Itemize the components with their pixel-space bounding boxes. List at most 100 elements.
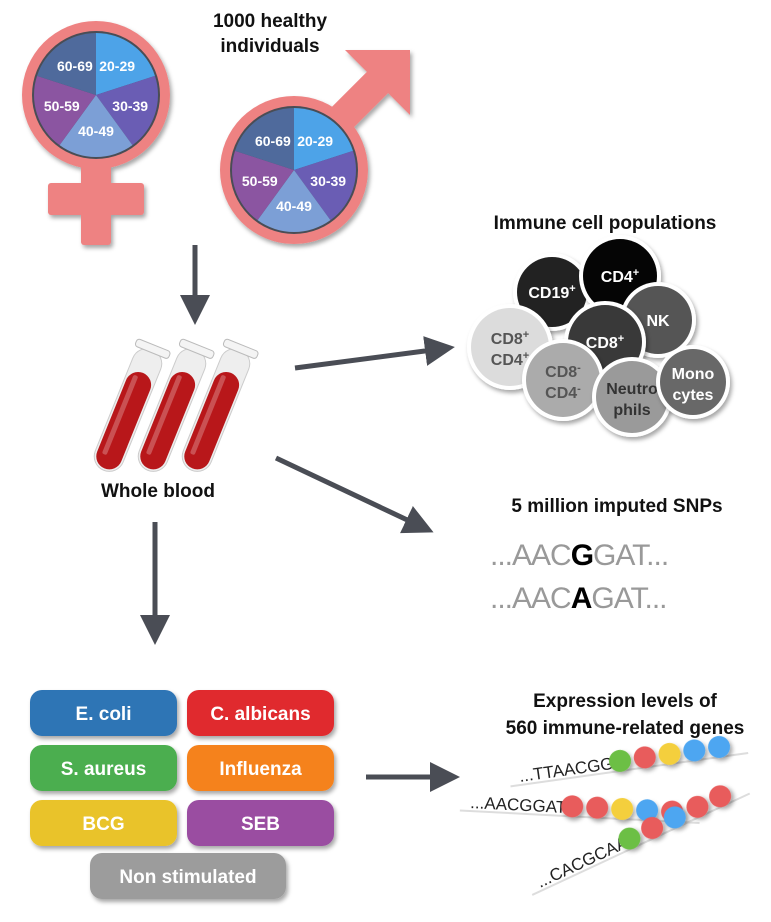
pie-slice-20-29 (96, 33, 155, 95)
pie-slice-30-39 (96, 75, 158, 146)
gene-sequence: ...TTAACGG (518, 754, 615, 786)
pie-slice-60-69 (235, 108, 294, 170)
expression-dot (683, 739, 706, 762)
stimulus-seb: SEB (187, 800, 334, 846)
svg-text:NK: NK (646, 313, 670, 330)
svg-text:CD8-: CD8- (545, 362, 581, 381)
gene-row: ...CACGCAA (531, 785, 751, 896)
stimulus-c-albicans: C. albicans (187, 690, 334, 736)
stimulus-e-coli: E. coli (30, 690, 177, 736)
cell-label: CD4 (491, 352, 523, 369)
cell-label-sup: + (523, 329, 529, 341)
snp1-variant: G (571, 539, 593, 572)
cell-label-sup: + (633, 267, 639, 279)
snp2-prefix: ...AAC (490, 582, 571, 615)
cell-label-sup: - (577, 362, 581, 374)
age-label: 30-39 (112, 98, 148, 114)
svg-text:Mono: Mono (672, 366, 715, 383)
male-age-pie: 20-29 30-39 40-49 50-59 60-69 (230, 106, 358, 234)
expression-dot (663, 806, 686, 829)
flow-arrows (140, 245, 460, 792)
age-label: 50-59 (242, 173, 278, 189)
snp-sequence-1: ...AACGGAT... (490, 539, 669, 572)
snp1-prefix: ...AAC (490, 539, 571, 572)
cell-label-sup: + (523, 350, 529, 362)
blood-tube (137, 338, 215, 472)
snp2-variant: A (571, 582, 592, 615)
age-label: 20-29 (99, 58, 135, 74)
cell-label: cytes (673, 387, 714, 404)
gene-expression-rows: ...TTAACGG ...AACGGAT ...CACGCAA (459, 735, 751, 896)
expression-dot (708, 735, 731, 758)
pie-slice-30-39 (294, 150, 357, 221)
svg-text:CD8+: CD8+ (491, 329, 529, 348)
cell-label: Neutro (606, 381, 658, 398)
expression-dot (561, 795, 584, 818)
cell-label: CD19 (528, 285, 569, 302)
arrow-blood-to-snps (274, 455, 434, 534)
svg-text:CD4+: CD4+ (601, 267, 639, 286)
age-label: 30-39 (310, 173, 346, 189)
cell-monocytes: Mono cytes (656, 345, 730, 419)
age-label: 60-69 (57, 58, 93, 74)
expression-dot (633, 746, 656, 769)
age-label: 20-29 (297, 133, 333, 149)
expression-title-line1: Expression levels of (533, 691, 717, 712)
stimulus-label: S. aureus (61, 759, 147, 780)
age-label: 40-49 (276, 198, 312, 214)
blood-tube (181, 338, 259, 472)
pie-slice-20-29 (294, 108, 353, 170)
female-age-pie: 20-29 30-39 40-49 50-59 60-69 (32, 31, 160, 159)
male-symbol: 20-29 30-39 40-49 50-59 60-69 (220, 50, 410, 244)
pie-slice-60-69 (37, 33, 96, 95)
svg-text:CD8+: CD8+ (586, 333, 624, 352)
snp-sequence-2: ...AACAGAT... (490, 582, 668, 615)
gene-row: ...TTAACGG (510, 735, 749, 788)
cell-label-sup: + (618, 333, 624, 345)
stimulus-label: Influenza (219, 759, 302, 780)
stimulus-label: SEB (241, 814, 280, 835)
pie-slice-50-59 (33, 75, 96, 146)
pie-slice-40-49 (59, 95, 133, 158)
svg-text:...AACAGAT...: ...AACAGAT... (490, 582, 667, 615)
svg-text:CD19+: CD19+ (528, 283, 575, 302)
svg-text:...AACGGAT...: ...AACGGAT... (490, 539, 668, 572)
expression-dot (586, 796, 609, 819)
cell-cd8cd4: CD8- CD4- (522, 339, 604, 421)
cohort-title-line2: individuals (220, 36, 319, 57)
stimulus-label: Non stimulated (119, 867, 256, 888)
snp1-suffix: GAT... (593, 539, 668, 572)
blood-tube (93, 338, 171, 472)
stimulus-label: C. albicans (210, 704, 310, 725)
svg-text:Neutro: Neutro (606, 381, 658, 398)
expression-dot (686, 795, 709, 818)
svg-text:CD4+: CD4+ (491, 350, 529, 369)
age-label: 60-69 (255, 133, 291, 149)
expression-dot (709, 785, 732, 808)
whole-blood-label: Whole blood (101, 481, 215, 502)
snp2-suffix: GAT... (591, 582, 666, 615)
cell-label: CD4 (601, 269, 633, 286)
snps-title: 5 million imputed SNPs (511, 496, 722, 517)
pie-slice-40-49 (257, 170, 331, 233)
cell-label: CD8 (545, 364, 577, 381)
expression-dot (611, 797, 634, 820)
stimulus-label: E. coli (76, 704, 132, 725)
blood-tubes (93, 338, 259, 472)
immune-cells-title: Immune cell populations (494, 213, 717, 234)
age-label: 40-49 (78, 123, 114, 139)
expression-dot (636, 799, 659, 822)
stimulus-bcg: BCG (30, 800, 177, 846)
age-label: 50-59 (44, 98, 80, 114)
stimuli-grid: E. coli C. albicans S. aureus Influenza BCG S… (30, 690, 334, 899)
cell-label: phils (613, 402, 650, 419)
stimulus-non-stimulated: Non stimulated (90, 853, 286, 899)
cell-label: CD4 (545, 385, 577, 402)
expression-dot (641, 816, 664, 839)
expression-dot (609, 749, 632, 772)
cell-label: NK (646, 313, 670, 330)
expression-dot (618, 827, 641, 850)
cell-neutrophils: Neutro phils (592, 357, 672, 437)
gene-sequence: ...CACGCAA (534, 833, 632, 892)
